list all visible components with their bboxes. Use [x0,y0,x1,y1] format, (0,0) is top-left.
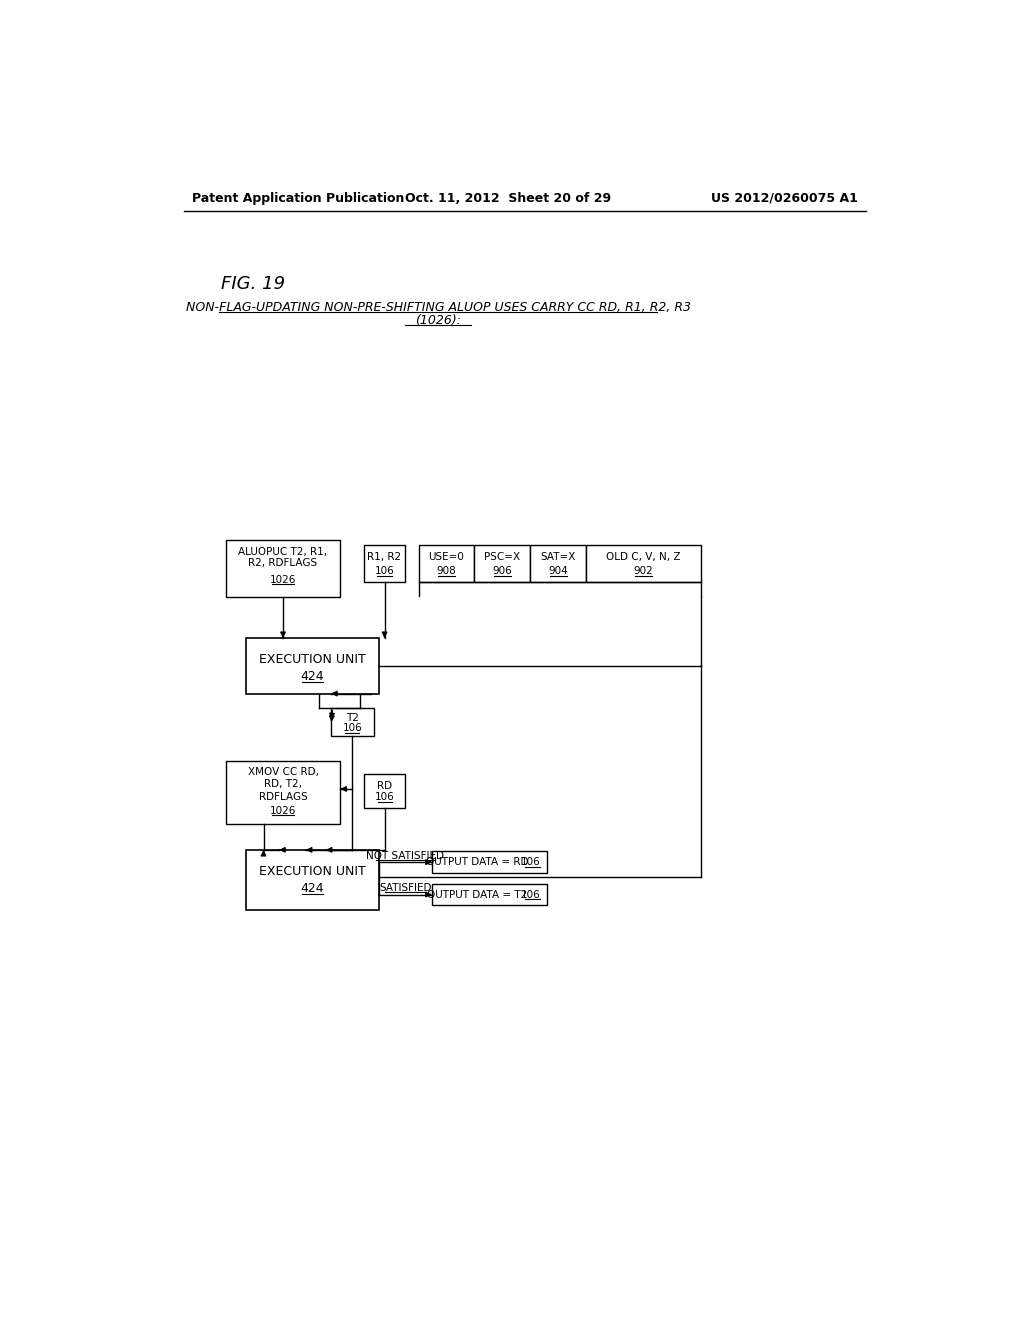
Bar [246,850,379,909]
Text: (1026):: (1026): [415,314,461,326]
Text: RDFLAGS: RDFLAGS [259,792,307,801]
Text: 906: 906 [493,566,512,576]
Text: FIG. 19: FIG. 19 [221,275,285,293]
Text: Oct. 11, 2012  Sheet 20 of 29: Oct. 11, 2012 Sheet 20 of 29 [404,191,610,205]
Text: Patent Application Publication: Patent Application Publication [191,191,403,205]
Text: OUTPUT DATA = T2: OUTPUT DATA = T2 [427,890,527,899]
Bar [586,545,700,582]
Bar [246,638,379,693]
Text: 904: 904 [548,566,568,576]
Bar [432,884,547,906]
Bar [530,545,586,582]
Bar [225,540,340,597]
Text: OLD C, V, N, Z: OLD C, V, N, Z [606,552,681,562]
Text: NOT SATISFIED: NOT SATISFIED [367,851,444,861]
Text: 106: 106 [521,857,541,867]
Text: 424: 424 [301,882,325,895]
Text: SATISFIED: SATISFIED [379,883,432,894]
Text: 424: 424 [301,671,325,684]
Text: SAT=X: SAT=X [541,552,575,562]
Text: 106: 106 [375,566,394,576]
Bar [419,545,474,582]
Text: OUTPUT DATA = RD: OUTPUT DATA = RD [426,857,528,867]
Text: USE=0: USE=0 [429,552,465,562]
Bar [432,851,547,873]
Bar [225,760,340,824]
Text: EXECUTION UNIT: EXECUTION UNIT [259,865,366,878]
Text: 1026: 1026 [269,574,296,585]
Text: ALUOPUC T2, R1,: ALUOPUC T2, R1, [239,546,328,557]
Bar [331,708,374,737]
Text: 1026: 1026 [269,805,296,816]
Text: R1, R2: R1, R2 [368,552,401,562]
Bar [474,545,530,582]
Text: 106: 106 [521,890,541,899]
Bar [365,545,404,582]
Text: PSC=X: PSC=X [484,552,520,562]
Text: RD, T2,: RD, T2, [264,779,302,789]
Text: US 2012/0260075 A1: US 2012/0260075 A1 [712,191,858,205]
Text: 106: 106 [375,792,394,803]
Text: 106: 106 [342,723,362,733]
Text: EXECUTION UNIT: EXECUTION UNIT [259,653,366,667]
Text: RD: RD [377,781,392,791]
Text: R2, RDFLAGS: R2, RDFLAGS [249,558,317,569]
Text: 908: 908 [436,566,457,576]
Text: NON-FLAG-UPDATING NON-PRE-SHIFTING ALUOP USES CARRY CC RD, R1, R2, R3: NON-FLAG-UPDATING NON-PRE-SHIFTING ALUOP… [185,301,690,314]
Bar [365,775,404,808]
Text: XMOV CC RD,: XMOV CC RD, [248,767,318,777]
Text: T2: T2 [346,713,358,723]
Text: 902: 902 [634,566,653,576]
